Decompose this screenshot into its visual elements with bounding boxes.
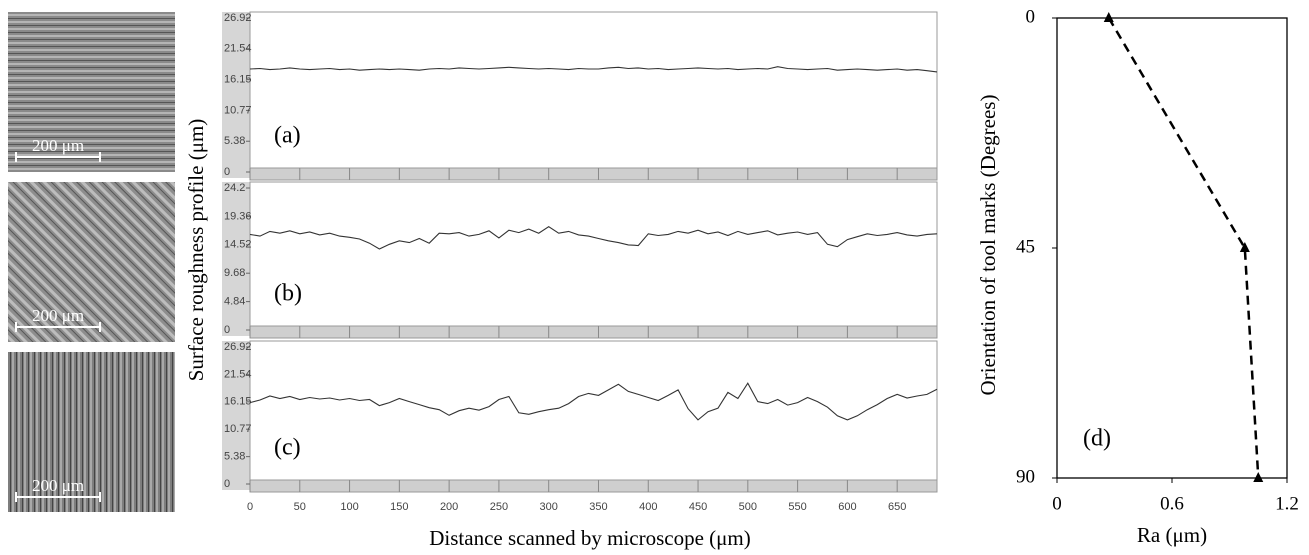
- y-axis-title: Orientation of tool marks (Degrees): [976, 95, 1000, 396]
- y-tick-label: 0: [224, 166, 230, 178]
- axis-strip: [222, 182, 250, 336]
- y-tick-label: 0: [224, 478, 230, 490]
- profile-line: [249, 66, 938, 73]
- y-tick-label: 26.92: [224, 12, 252, 24]
- y-tick-label: 26.92: [224, 341, 252, 353]
- y-tick-label: 10.77: [224, 104, 252, 116]
- y-tick-label: 45: [1016, 236, 1035, 257]
- y-tick-label: 19.36: [224, 210, 252, 222]
- y-tick-label: 9.68: [224, 267, 245, 279]
- y-axis-title: Surface roughness profile (μm): [184, 119, 208, 382]
- x-tick-label: 150: [390, 501, 408, 513]
- x-tick-label: 0: [1052, 493, 1062, 514]
- x-tick-label: 400: [639, 501, 657, 513]
- x-tick-label: 1.2: [1275, 493, 1299, 514]
- trend-line: [1107, 17, 1260, 479]
- y-tick-label: 14.52: [224, 239, 252, 251]
- plot-frame: [249, 11, 938, 169]
- micrograph: [8, 12, 175, 172]
- micrograph: [8, 182, 175, 342]
- panel-label: (c): [274, 435, 301, 461]
- x-tick-label: 0.6: [1160, 493, 1184, 514]
- ruler: [249, 479, 938, 493]
- x-tick-label: 100: [340, 501, 358, 513]
- y-tick-label: 4.84: [224, 296, 245, 308]
- scale-bar-label: 200 μm: [32, 136, 84, 155]
- micrograph: [8, 352, 175, 512]
- scale-bar-label: 200 μm: [32, 476, 84, 495]
- y-tick-label: 16.15: [224, 396, 252, 408]
- panel-label: (b): [274, 281, 302, 307]
- y-tick-label: 5.38: [224, 451, 245, 463]
- x-tick-label: 600: [838, 501, 856, 513]
- panel-label: (d): [1083, 426, 1111, 452]
- x-tick-label: 500: [739, 501, 757, 513]
- x-axis-title: Distance scanned by microscope (μm): [429, 526, 750, 550]
- scale-bar-label: 200 μm: [32, 306, 84, 325]
- x-axis-title: Ra (μm): [1137, 523, 1207, 547]
- y-tick-label: 10.77: [224, 423, 252, 435]
- marker: [1103, 12, 1114, 22]
- x-tick-label: 50: [294, 501, 306, 513]
- y-tick-label: 24.2: [224, 182, 245, 194]
- plot-frame: [249, 340, 938, 481]
- axis-strip: [222, 12, 250, 178]
- profile-line: [249, 226, 938, 250]
- x-tick-label: 300: [540, 501, 558, 513]
- x-tick-label: 250: [490, 501, 508, 513]
- marker: [1253, 472, 1264, 482]
- plot-frame: [249, 181, 938, 327]
- profile-line: [249, 382, 938, 421]
- marker: [1239, 242, 1250, 252]
- x-tick-label: 0: [247, 501, 253, 513]
- axis-strip: [222, 341, 250, 490]
- y-tick-label: 21.54: [224, 368, 252, 380]
- ruler: [249, 167, 938, 181]
- y-tick-label: 0: [224, 324, 230, 336]
- panel-label: (a): [274, 123, 301, 149]
- y-tick-label: 90: [1016, 466, 1035, 487]
- x-tick-label: 550: [788, 501, 806, 513]
- y-tick-label: 16.15: [224, 74, 252, 86]
- x-tick-label: 650: [888, 501, 906, 513]
- ruler: [249, 325, 938, 339]
- x-tick-label: 200: [440, 501, 458, 513]
- x-tick-label: 450: [689, 501, 707, 513]
- plot-frame: [1056, 17, 1288, 479]
- x-tick-label: 350: [589, 501, 607, 513]
- y-tick-label: 21.54: [224, 43, 252, 55]
- y-tick-label: 5.38: [224, 135, 245, 147]
- y-tick-label: 0: [1026, 6, 1036, 27]
